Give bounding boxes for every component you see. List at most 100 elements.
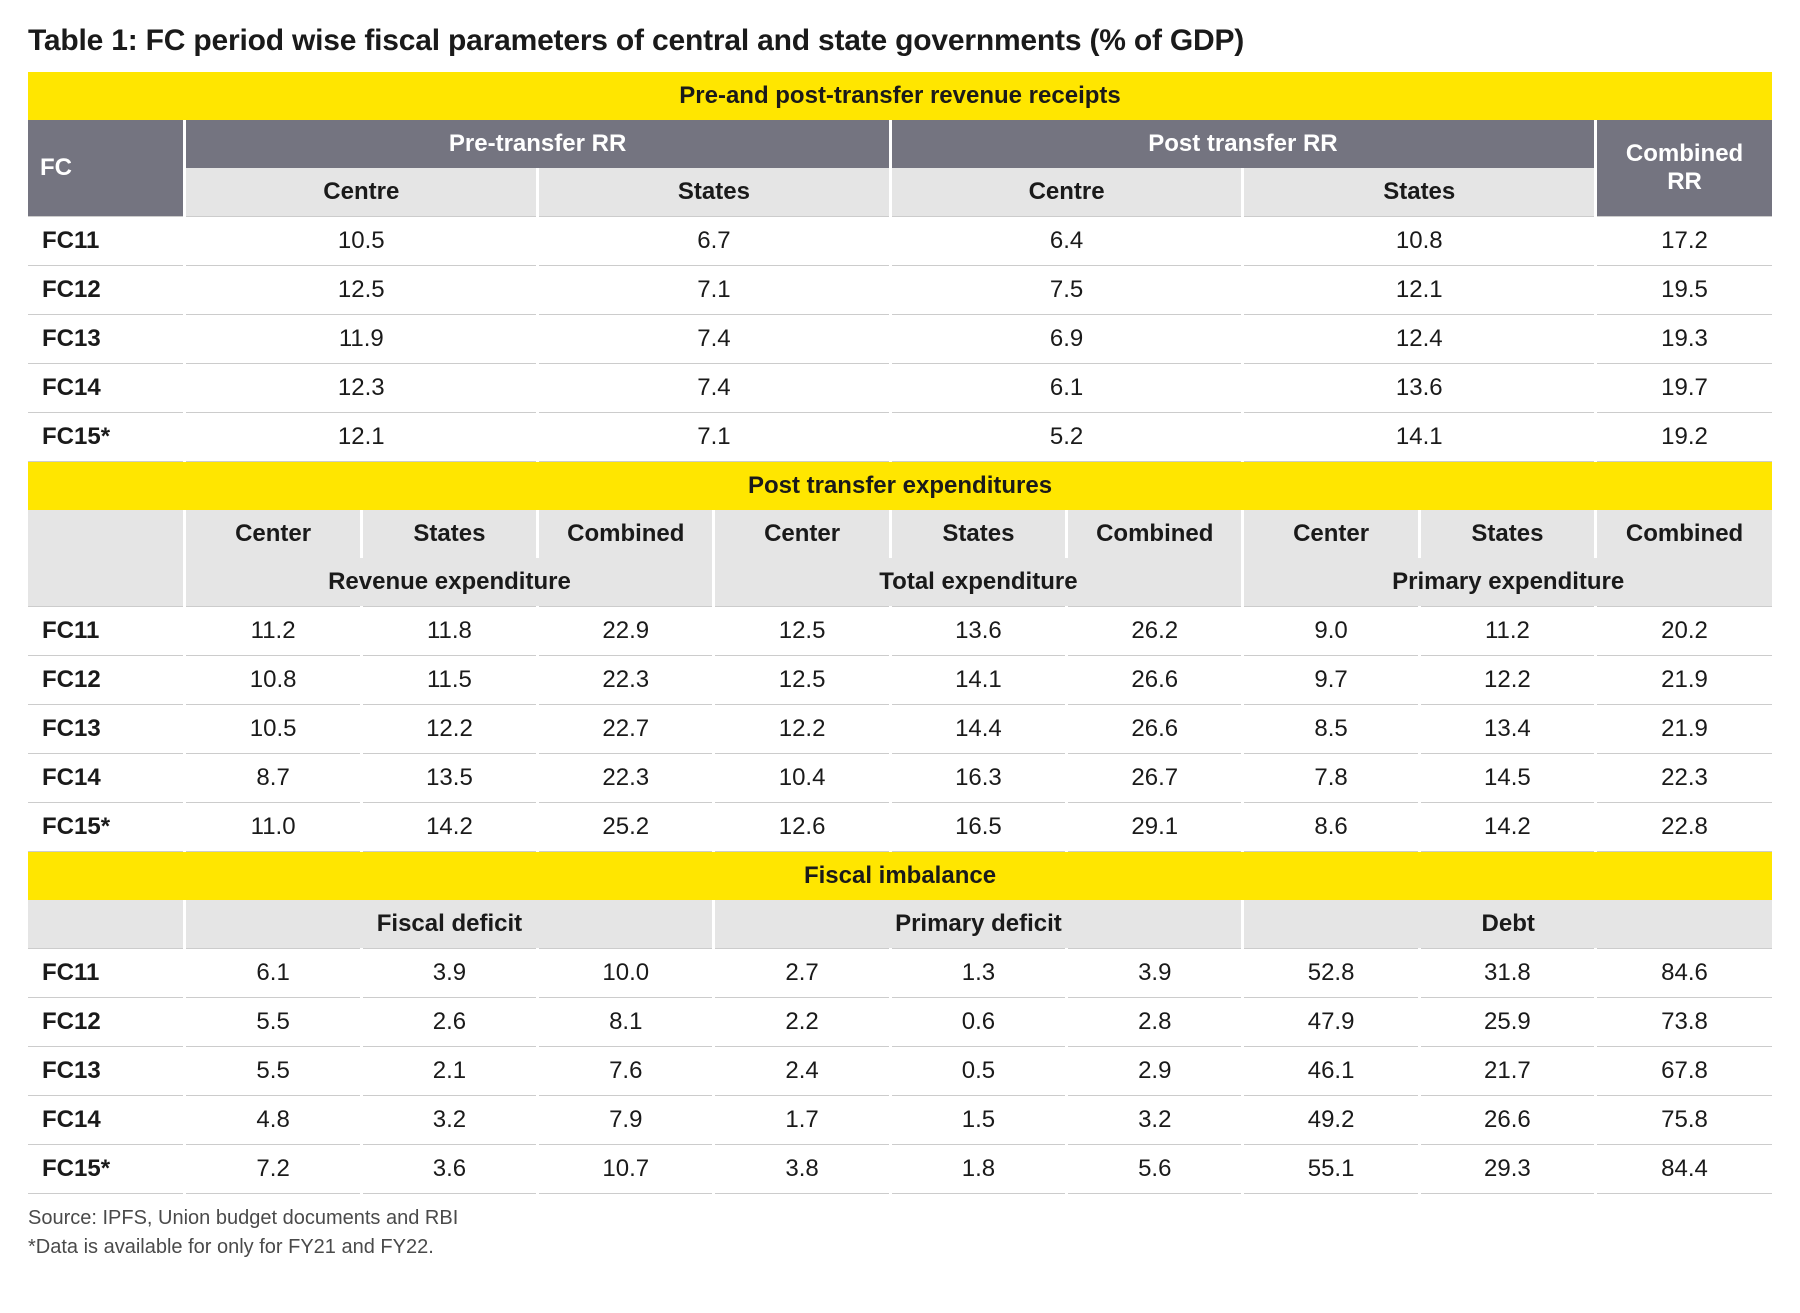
fc-label: FC14 [28,364,185,413]
cell: 3.8 [714,1145,890,1194]
section2-group-1: Total expenditure [714,558,1243,607]
cell: 6.4 [890,217,1243,266]
cell: 0.6 [890,998,1066,1047]
cell: 10.7 [538,1145,714,1194]
cell: 19.3 [1596,315,1772,364]
cell: 12.5 [714,607,890,656]
page: Table 1: FC period wise fiscal parameter… [0,0,1800,1302]
cell: 12.3 [185,364,538,413]
cell: 19.7 [1596,364,1772,413]
cell: 2.2 [714,998,890,1047]
section2-colheader-5: Combined [1067,510,1243,558]
cell: 19.2 [1596,413,1772,462]
cell: 14.1 [1243,413,1596,462]
cell: 12.2 [361,705,537,754]
cell: 11.2 [185,607,361,656]
cell: 1.8 [890,1145,1066,1194]
section1-group-pre: Pre-transfer RR [185,120,890,168]
cell: 7.2 [185,1145,361,1194]
cell: 13.6 [1243,364,1596,413]
cell: 84.6 [1596,949,1772,998]
fc-label: FC12 [28,266,185,315]
cell: 2.7 [714,949,890,998]
cell: 13.4 [1419,705,1595,754]
cell: 11.2 [1419,607,1595,656]
cell: 67.8 [1596,1047,1772,1096]
cell: 7.5 [890,266,1243,315]
cell: 20.2 [1596,607,1772,656]
cell: 21.9 [1596,705,1772,754]
cell: 26.6 [1067,656,1243,705]
cell: 3.9 [361,949,537,998]
footnotes: Source: IPFS, Union budget documents and… [28,1204,1772,1262]
cell: 3.2 [361,1096,537,1145]
cell: 22.3 [1596,754,1772,803]
cell: 75.8 [1596,1096,1772,1145]
cell: 12.6 [714,803,890,852]
cell: 9.0 [1243,607,1419,656]
cell: 16.3 [890,754,1066,803]
cell: 7.1 [538,413,891,462]
cell: 3.9 [1067,949,1243,998]
cell: 14.5 [1419,754,1595,803]
cell: 21.9 [1596,656,1772,705]
section1-group-combined: Combined RR [1596,120,1772,217]
cell: 14.4 [890,705,1066,754]
section2-colheader-1: States [361,510,537,558]
cell: 22.9 [538,607,714,656]
cell: 12.1 [185,413,538,462]
cell: 13.6 [890,607,1066,656]
section3-blank [28,900,185,949]
cell: 11.5 [361,656,537,705]
cell: 19.5 [1596,266,1772,315]
fc-label: FC14 [28,754,185,803]
cell: 46.1 [1243,1047,1419,1096]
section2-colheader-7: States [1419,510,1595,558]
cell: 17.2 [1596,217,1772,266]
cell: 5.5 [185,998,361,1047]
fc-label: FC11 [28,607,185,656]
cell: 6.1 [185,949,361,998]
cell: 10.0 [538,949,714,998]
cell: 11.9 [185,315,538,364]
cell: 26.2 [1067,607,1243,656]
cell: 12.1 [1243,266,1596,315]
section2-blank [28,510,185,558]
section3-group-0: Fiscal deficit [185,900,714,949]
fc-label: FC12 [28,656,185,705]
cell: 1.7 [714,1096,890,1145]
cell: 3.6 [361,1145,537,1194]
cell: 12.5 [714,656,890,705]
cell: 14.2 [361,803,537,852]
cell: 12.2 [714,705,890,754]
cell: 25.9 [1419,998,1595,1047]
cell: 22.3 [538,656,714,705]
fc-label: FC15* [28,1145,185,1194]
cell: 10.8 [185,656,361,705]
footnote-note: *Data is available for only for FY21 and… [28,1233,1772,1262]
cell: 26.7 [1067,754,1243,803]
cell: 0.5 [890,1047,1066,1096]
cell: 14.1 [890,656,1066,705]
cell: 5.6 [1067,1145,1243,1194]
cell: 10.4 [714,754,890,803]
cell: 22.7 [538,705,714,754]
fc-label: FC15* [28,413,185,462]
section2-colheader-0: Center [185,510,361,558]
cell: 47.9 [1243,998,1419,1047]
section3-group-2: Debt [1243,900,1772,949]
cell: 1.3 [890,949,1066,998]
cell: 2.1 [361,1047,537,1096]
cell: 12.5 [185,266,538,315]
cell: 10.8 [1243,217,1596,266]
section2-colheader-4: States [890,510,1066,558]
cell: 6.1 [890,364,1243,413]
cell: 55.1 [1243,1145,1419,1194]
section2-colheader-3: Center [714,510,890,558]
cell: 25.2 [538,803,714,852]
cell: 14.2 [1419,803,1595,852]
cell: 8.6 [1243,803,1419,852]
fc-label: FC13 [28,315,185,364]
footnote-source: Source: IPFS, Union budget documents and… [28,1204,1772,1233]
cell: 11.8 [361,607,537,656]
